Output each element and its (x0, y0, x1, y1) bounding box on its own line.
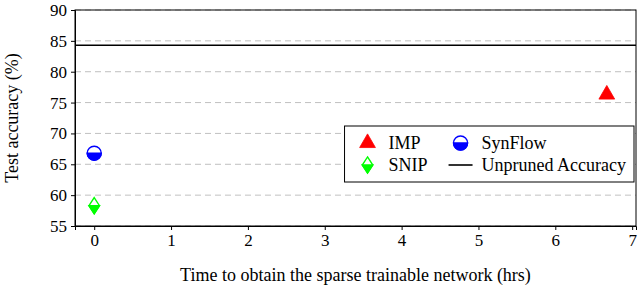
legend-symbol (449, 165, 473, 166)
marker-shape (89, 198, 100, 214)
tick-mark (478, 226, 479, 230)
legend-item: SynFlow (454, 133, 547, 153)
legend-box (345, 126, 634, 182)
tick-label: 5 (475, 231, 484, 250)
tick-label: 80 (50, 63, 67, 82)
tick-label: 70 (50, 124, 67, 143)
tick-label: 7 (628, 231, 637, 250)
legend-symbol (362, 157, 373, 173)
tick: 1 (167, 226, 176, 250)
plot-frame (75, 10, 636, 226)
x-axis-title: Time to obtain the sparse trainable netw… (180, 265, 531, 286)
marker-fill (87, 153, 101, 160)
legend: IMP SynFlow SNIP Unpruned Accuracy (345, 126, 634, 182)
tick-label: 0 (90, 231, 99, 250)
tick-label: 2 (244, 231, 253, 250)
marker-fill (362, 165, 373, 173)
marker-shape (360, 134, 376, 148)
tick-label: 75 (50, 94, 67, 113)
tick-mark (71, 133, 75, 134)
tick-mark (71, 41, 75, 42)
tick-mark (71, 10, 75, 11)
tick: 2 (244, 226, 253, 250)
tick: 70 (50, 124, 75, 143)
grid-line (75, 195, 636, 196)
tick: 6 (552, 226, 561, 250)
marker-shape (454, 136, 468, 150)
tick-mark (555, 226, 556, 230)
marker-shape (87, 146, 101, 160)
axis-line (76, 227, 637, 231)
legend-symbol (360, 134, 376, 148)
marker-shape (362, 157, 373, 173)
tick: 80 (50, 63, 75, 82)
legend-label: Unpruned Accuracy (482, 155, 626, 175)
legend-symbol (454, 136, 468, 150)
y-axis: 55 60 65 70 75 80 85 90 (50, 1, 76, 236)
marker-shape (599, 85, 615, 99)
tick-mark (94, 226, 95, 230)
tick: 0 (90, 226, 99, 250)
tick: 65 (50, 155, 75, 174)
legend-label: SynFlow (482, 133, 547, 153)
tick: 3 (321, 226, 330, 250)
tick-label: 85 (50, 32, 67, 51)
tick-mark (171, 226, 172, 230)
point (87, 146, 101, 160)
grid-line (75, 71, 636, 72)
legend-item: SNIP (362, 155, 427, 175)
tick-mark (71, 195, 75, 196)
tick: 85 (50, 32, 75, 51)
tick-mark (71, 72, 75, 73)
tick-label: 55 (50, 217, 67, 236)
tick: 55 (50, 217, 75, 236)
marks (75, 45, 636, 214)
tick-label: 60 (50, 186, 67, 205)
legend-label: SNIP (389, 155, 428, 175)
x-axis: 0 1 2 3 4 5 6 7 (76, 226, 638, 250)
tick: 5 (475, 226, 484, 250)
tick-label: 3 (321, 231, 330, 250)
legend-item: IMP (360, 133, 421, 153)
tick: 4 (398, 226, 407, 250)
y-axis-title: Test accuracy (%) (2, 53, 23, 183)
chart: 0 1 2 3 4 5 6 7 55 60 65 70 75 80 85 90 IMP SynFlow SNIP Un… (0, 0, 640, 287)
point (599, 85, 615, 99)
tick: 60 (50, 186, 75, 205)
marker-fill (89, 206, 100, 214)
tick-mark (402, 226, 403, 230)
grid-line (75, 102, 636, 103)
tick-label: 90 (50, 1, 67, 20)
line (75, 44, 636, 46)
tick-mark (325, 226, 326, 230)
tick: 75 (50, 94, 75, 113)
tick-mark (71, 103, 75, 104)
tick-label: 4 (398, 231, 407, 250)
tick-mark (632, 226, 633, 230)
tick: 7 (628, 226, 637, 250)
tick-label: 6 (552, 231, 561, 250)
grid (75, 10, 636, 226)
tick-mark (248, 226, 249, 230)
tick-label: 65 (50, 155, 67, 174)
legend-line (449, 164, 473, 166)
legend-item: Unpruned Accuracy (449, 155, 626, 175)
tick-label: 1 (167, 231, 176, 250)
point (89, 198, 100, 214)
marker-fill (454, 143, 468, 150)
tick: 90 (50, 1, 75, 20)
legend-label: IMP (389, 133, 421, 153)
tick-mark (71, 226, 75, 227)
grid-line (75, 40, 636, 41)
plot: 0 1 2 3 4 5 6 7 55 60 65 70 75 80 85 90 IMP SynFlow SNIP Un… (50, 1, 637, 250)
tick-mark (71, 164, 75, 165)
